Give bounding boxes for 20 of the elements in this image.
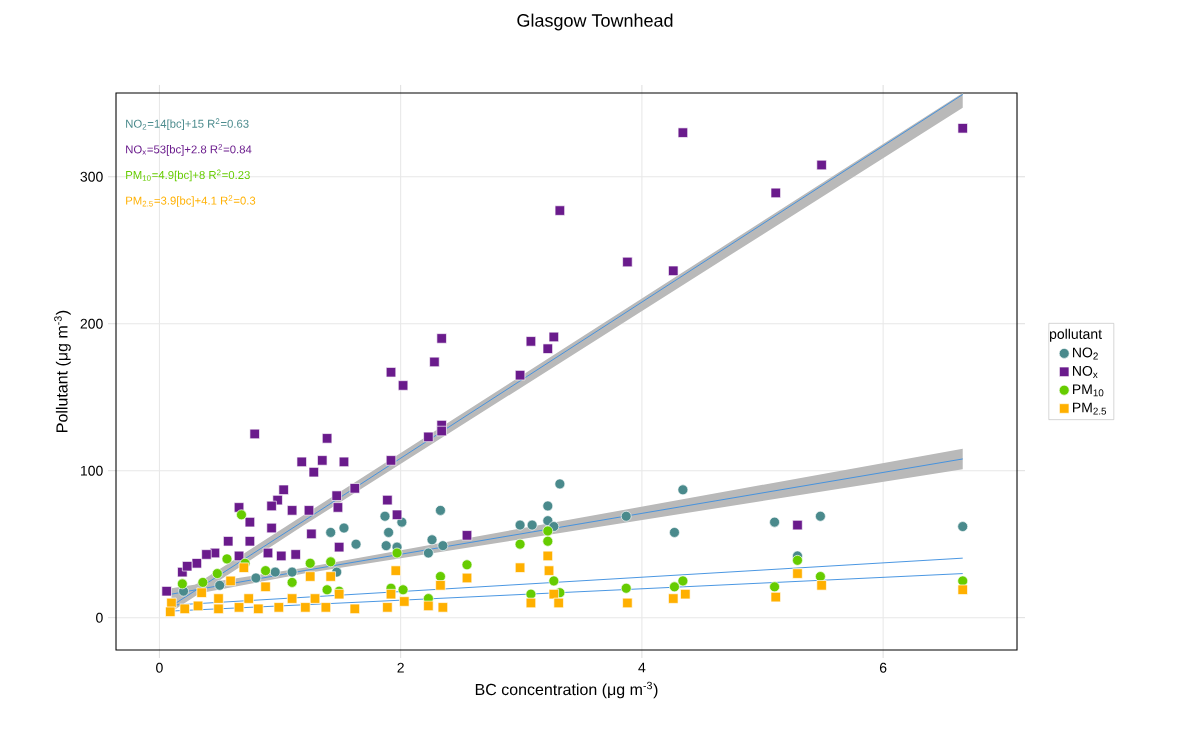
legend-title: pollutant — [1050, 328, 1102, 342]
x-tick-label: 6 — [879, 662, 887, 673]
y-tick-label: 200 — [80, 318, 103, 329]
legend-label: NO$_{x}$ — [1073, 365, 1098, 378]
chart-title: Glasgow Townhead — [517, 13, 673, 31]
annotation: NO$_{x}$=53[bc]+2.8 R$^{2}$=0.84 — [126, 143, 252, 156]
x-tick-label: 2 — [397, 662, 404, 673]
x-axis-title: BC concentration (μg m$^{-3}$) — [475, 681, 658, 699]
y-tick-label: 300 — [80, 171, 103, 182]
legend-label: PM$_{10}$ — [1073, 384, 1104, 397]
legend-label: PM$_{2.5}$ — [1073, 402, 1107, 415]
annotation: PM$_{10}$=4.9[bc]+8 R$^{2}$=0.23 — [126, 169, 250, 182]
y-tick-label: 100 — [81, 465, 103, 476]
x-tick-label: 0 — [156, 662, 163, 673]
y-tick-label: 0 — [96, 612, 103, 623]
annotation: NO$_{2}$=14[bc]+15 R$^{2}$=0.63 — [126, 118, 249, 130]
annotation: PM$_{2.5}$=3.9[bc]+4.1 R$^{2}$=0.3 — [126, 195, 256, 207]
legend-label: NO$_{2}$ — [1073, 347, 1098, 360]
x-tick-label: 4 — [638, 662, 646, 673]
y-axis-title: Pollutant (μg m$^{-3}$) — [54, 310, 71, 432]
